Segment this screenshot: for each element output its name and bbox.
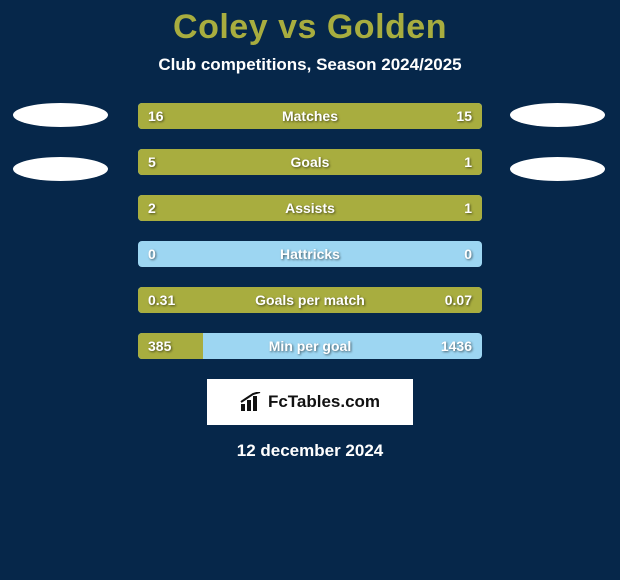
player1-name: Coley (173, 8, 268, 46)
snapshot-date: 12 december 2024 (0, 441, 620, 461)
player1-oval-top (13, 103, 108, 127)
comparison-card: Coley vs Golden Club competitions, Seaso… (0, 0, 620, 580)
stat-row: 0Hattricks0 (138, 241, 482, 267)
source-logo: FcTables.com (207, 379, 413, 425)
player1-oval-bottom (13, 157, 108, 181)
stat-value-right: 1436 (441, 333, 472, 359)
stat-label: Matches (138, 103, 482, 129)
stat-label: Goals per match (138, 287, 482, 313)
stat-label: Hattricks (138, 241, 482, 267)
vs-separator: vs (278, 8, 317, 46)
stat-value-right: 1 (464, 149, 472, 175)
bars-trend-icon (240, 392, 262, 412)
stat-value-right: 0.07 (445, 287, 472, 313)
source-logo-text: FcTables.com (268, 392, 380, 412)
stat-row: 385Min per goal1436 (138, 333, 482, 359)
stat-row: 5Goals1 (138, 149, 482, 175)
stat-label: Goals (138, 149, 482, 175)
stat-value-right: 15 (456, 103, 472, 129)
player2-oval-bottom (510, 157, 605, 181)
stat-row: 2Assists1 (138, 195, 482, 221)
player2-name: Golden (327, 8, 447, 46)
stat-label: Assists (138, 195, 482, 221)
player2-oval-top (510, 103, 605, 127)
stat-value-right: 0 (464, 241, 472, 267)
subtitle: Club competitions, Season 2024/2025 (0, 55, 620, 75)
page-title: Coley vs Golden (0, 0, 620, 47)
stat-label: Min per goal (138, 333, 482, 359)
stat-row: 0.31Goals per match0.07 (138, 287, 482, 313)
stat-value-right: 1 (464, 195, 472, 221)
stats-area: 16Matches15 5Goals1 2Assists1 0Hattricks0 0.… (0, 103, 620, 359)
stat-row: 16Matches15 (138, 103, 482, 129)
